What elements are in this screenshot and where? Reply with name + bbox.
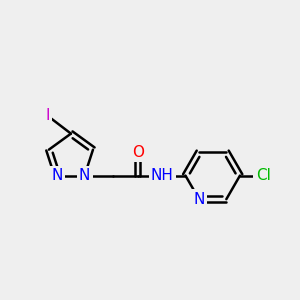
Text: I: I (46, 108, 50, 123)
Text: NH: NH (151, 168, 174, 183)
Text: O: O (132, 145, 144, 160)
Text: Cl: Cl (256, 168, 271, 183)
Text: N: N (52, 168, 63, 183)
Text: N: N (194, 192, 205, 207)
Text: N: N (79, 168, 90, 183)
